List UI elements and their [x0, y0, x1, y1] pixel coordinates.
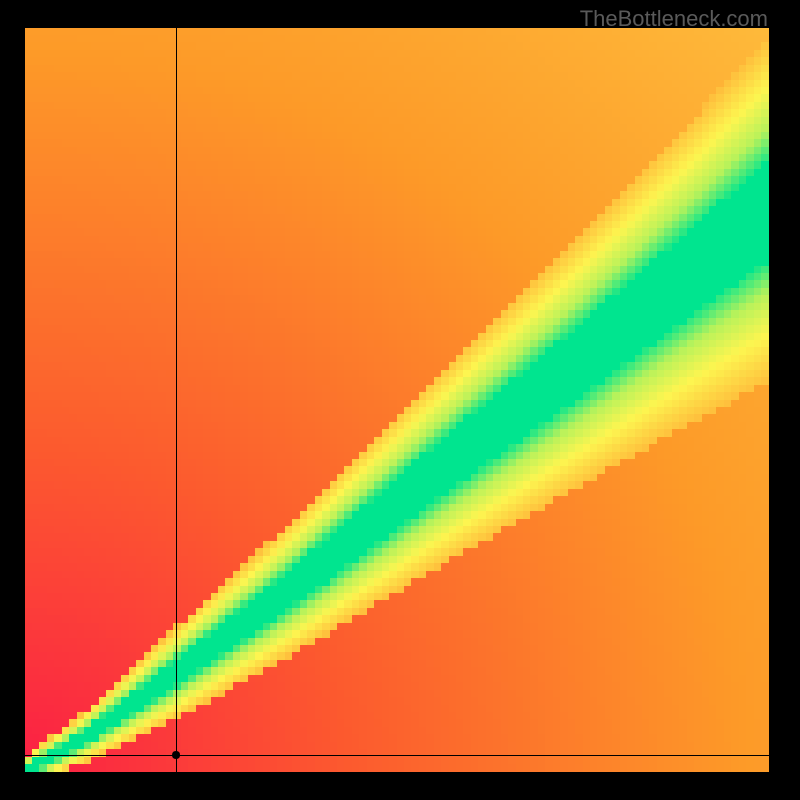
chart-container: { "watermark": { "text": "TheBottleneck.… — [0, 0, 800, 800]
heatmap-canvas — [25, 28, 769, 772]
heatmap-plot — [25, 28, 769, 772]
watermark-text: TheBottleneck.com — [580, 6, 768, 32]
